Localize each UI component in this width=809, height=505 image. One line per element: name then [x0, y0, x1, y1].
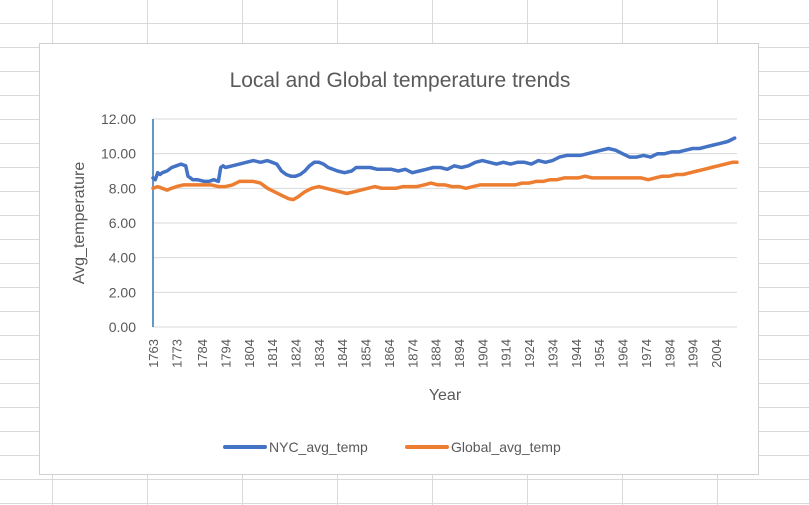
x-tick-label: 1824	[288, 339, 303, 368]
x-tick-label: 1784	[195, 339, 210, 368]
x-axis-tick-labels: 1763 1773 1784 1794 1804 1814 1824 1834 1844 1854…	[146, 339, 724, 368]
x-tick-label: 1794	[218, 339, 233, 368]
legend-label-nyc-avg-temp: NYC_avg_temp	[269, 439, 368, 455]
x-tick-label: 1914	[499, 339, 514, 368]
chart-area: Local and Global temperature trends 0.00…	[39, 43, 759, 475]
series-line-global-avg-temp	[151, 160, 739, 202]
x-tick-label: 1814	[265, 339, 280, 368]
x-tick-label: 1884	[429, 339, 444, 368]
y-axis-tick-labels: 0.00 2.00 4.00 6.00 8.00 10.00 12.00	[101, 111, 136, 335]
x-tick-label: 1834	[312, 339, 327, 368]
y-tick-label: 2.00	[109, 284, 136, 300]
y-tick-label: 0.00	[109, 319, 136, 335]
y-tick-label: 12.00	[101, 111, 136, 127]
x-tick-label: 2004	[709, 339, 724, 368]
x-tick-label: 1944	[569, 339, 584, 368]
y-tick-label: 8.00	[109, 180, 136, 196]
y-tick-label: 6.00	[109, 215, 136, 231]
x-tick-label: 1874	[405, 339, 420, 368]
x-tick-label: 1854	[359, 339, 374, 368]
series-line-nyc-avg-temp	[151, 136, 737, 184]
x-tick-label: 1954	[592, 339, 607, 368]
x-tick-label: 1984	[662, 339, 677, 368]
x-tick-label: 1773	[169, 339, 184, 368]
y-axis-title: Avg_temperature	[71, 162, 88, 285]
x-tick-label: 1904	[475, 339, 490, 368]
x-tick-label: 1924	[522, 339, 537, 368]
x-tick-label: 1804	[242, 339, 257, 368]
x-tick-label: 1994	[686, 339, 701, 368]
chart-title: Local and Global temperature trends	[230, 69, 571, 92]
y-tick-label: 10.00	[101, 146, 136, 162]
legend-label-global-avg-temp: Global_avg_temp	[451, 439, 561, 455]
x-tick-label: 1964	[616, 339, 631, 368]
x-tick-label: 1934	[545, 339, 560, 368]
gridlines	[153, 118, 737, 328]
x-tick-label: 1763	[146, 339, 161, 368]
x-tick-label: 1894	[452, 339, 467, 368]
x-tick-label: 1844	[335, 339, 350, 368]
line-chart: Local and Global temperature trends 0.00…	[71, 69, 739, 455]
x-axis-title: Year	[429, 387, 462, 404]
series-lines	[151, 136, 739, 202]
legend: NYC_avg_temp Global_avg_temp	[223, 439, 561, 455]
x-tick-label: 1864	[382, 339, 397, 368]
x-tick-label: 1974	[639, 339, 654, 368]
y-tick-label: 4.00	[109, 250, 136, 266]
